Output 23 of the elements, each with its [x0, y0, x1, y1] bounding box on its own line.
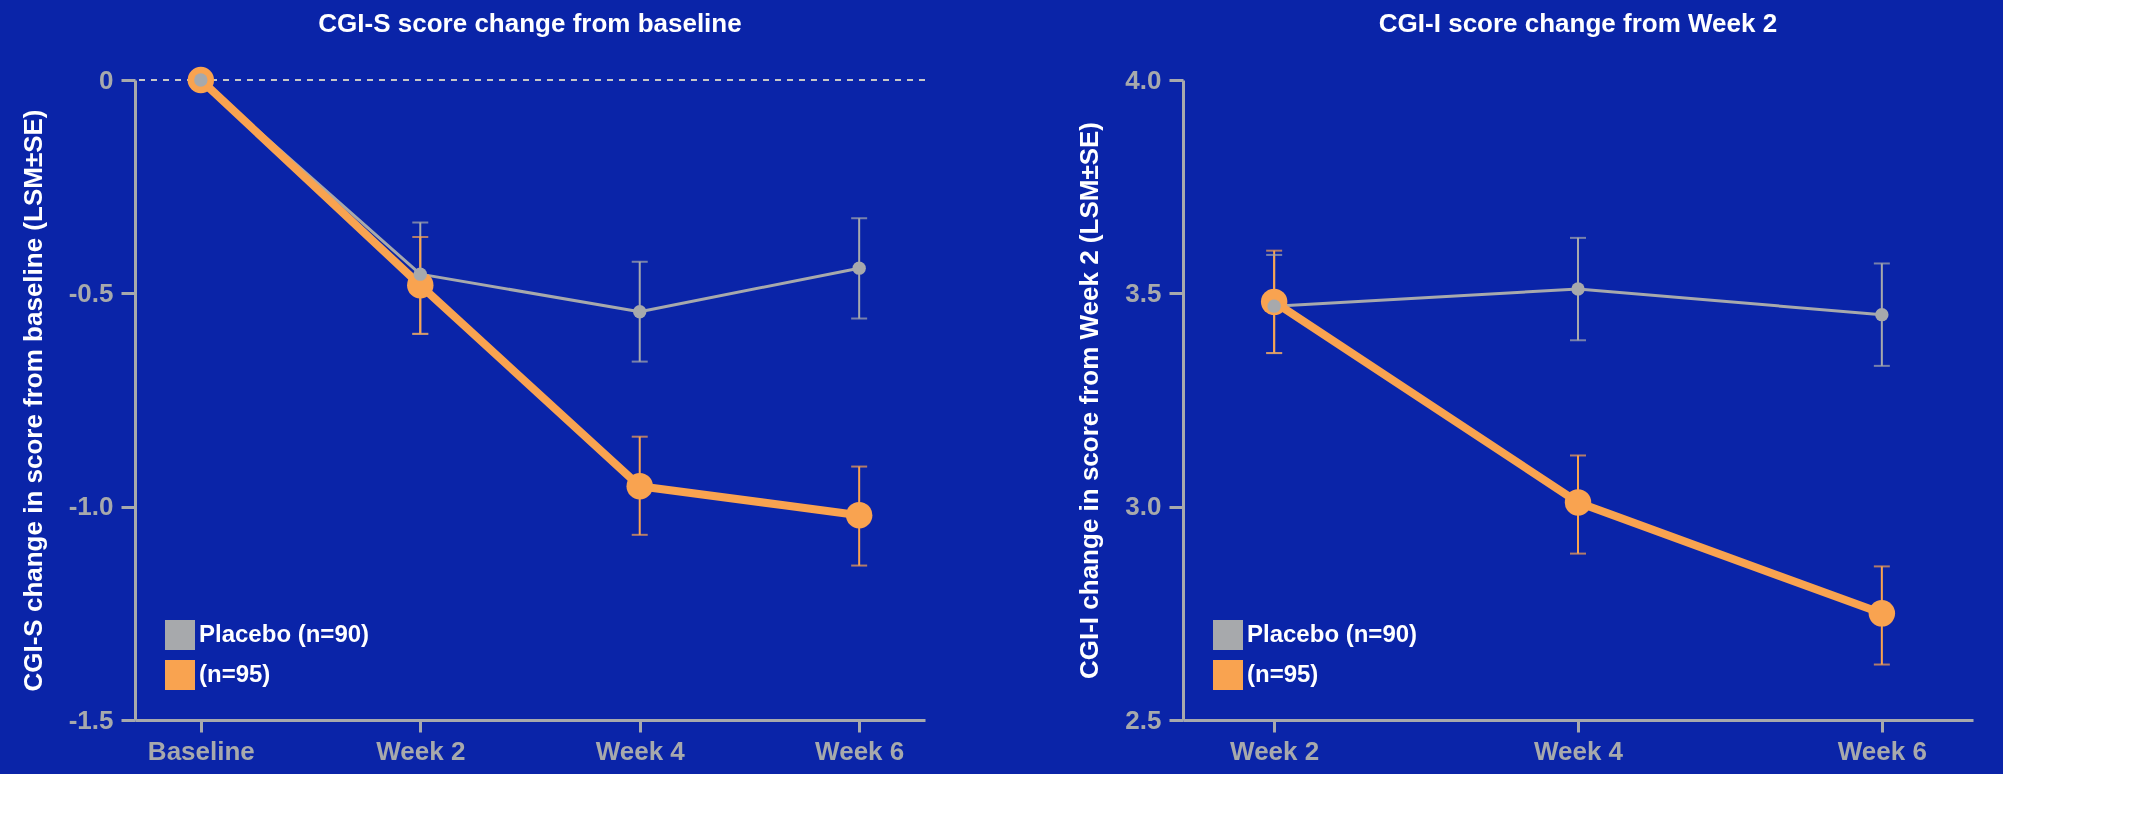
- legend-label: Placebo (n=90): [1247, 620, 1418, 647]
- x-tick-label: Week 2: [376, 735, 466, 766]
- y-tick-label: 4.0: [1125, 64, 1162, 95]
- x-tick-label: Week 6: [1837, 735, 1927, 766]
- y-tick-label: 3.0: [1125, 491, 1162, 522]
- y-axis-title: CGI-S change in score from baseline (LSM±SE): [17, 109, 48, 692]
- x-tick-label: Week 4: [595, 735, 686, 766]
- x-tick-label: Week 4: [1533, 735, 1624, 766]
- legend-label: Placebo (n=90): [199, 620, 370, 647]
- chart-title: CGI-S score change from baseline: [318, 7, 742, 38]
- y-tick-label: 0: [99, 64, 114, 95]
- x-tick-label: Week 2: [1230, 735, 1320, 766]
- x-tick-label: Week 6: [815, 735, 905, 766]
- legend-label: (n=95): [199, 660, 271, 687]
- y-tick-label: -0.5: [68, 277, 114, 308]
- y-tick-label: -1.5: [68, 704, 114, 735]
- y-tick-label: 2.5: [1125, 704, 1162, 735]
- y-axis-title: CGI-I change in score from Week 2 (LSM±SE): [1074, 121, 1105, 680]
- legend-label: (n=95): [1247, 660, 1319, 687]
- x-tick-label: Baseline: [147, 735, 255, 766]
- y-tick-label: -1.0: [68, 491, 114, 522]
- y-tick-label: 3.5: [1125, 277, 1162, 308]
- chart-title: CGI-I score change from Week 2: [1378, 8, 1778, 38]
